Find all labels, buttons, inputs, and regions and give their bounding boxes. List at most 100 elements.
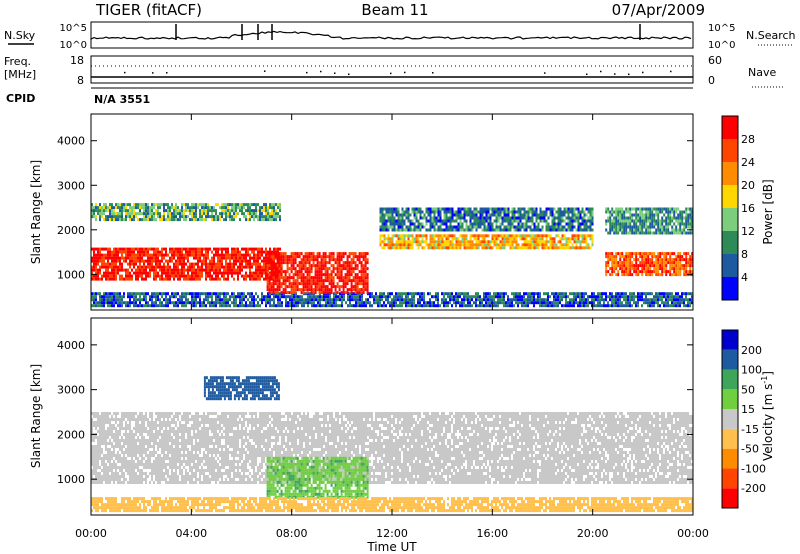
heatmap-cell	[621, 261, 624, 265]
heatmap-cell	[265, 304, 267, 308]
heatmap-cell	[211, 268, 213, 272]
heatmap-cell	[101, 206, 103, 210]
heatmap-cell	[459, 210, 462, 214]
heatmap-cell	[561, 213, 564, 217]
heatmap-cell	[165, 295, 167, 299]
heatmap-cell	[639, 252, 642, 256]
heatmap-cell	[137, 298, 139, 302]
heatmap-cell	[247, 253, 249, 257]
heatmap-cell	[437, 234, 440, 238]
heatmap-cell	[181, 256, 183, 260]
heatmap-cell	[272, 261, 275, 265]
heatmap-cell	[235, 271, 237, 275]
heatmap-cell	[649, 292, 651, 296]
heatmap-cell	[583, 225, 586, 229]
heatmap-cell	[553, 222, 556, 226]
heatmap-cell	[149, 268, 151, 272]
heatmap-cell	[457, 301, 459, 305]
heatmap-cell	[366, 288, 369, 292]
heatmap-cell	[155, 203, 157, 207]
heatmap-cell	[445, 210, 448, 214]
heatmap-cell	[537, 225, 540, 229]
heatmap-cell	[359, 301, 361, 305]
heatmap-cell	[627, 255, 630, 259]
heatmap-cell	[235, 268, 237, 272]
heatmap-cell	[159, 301, 161, 305]
heatmap-cell	[165, 301, 167, 305]
heatmap-cell	[685, 304, 687, 308]
heatmap-cell	[501, 301, 503, 305]
heatmap-cell	[298, 276, 301, 280]
heatmap-cell	[161, 271, 163, 275]
heatmap-cell	[691, 207, 694, 211]
heatmap-cell	[147, 256, 149, 260]
heatmap-cell	[517, 207, 520, 211]
heatmap-cell	[261, 301, 263, 305]
heatmap-cell	[647, 301, 649, 305]
heatmap-cell	[249, 274, 251, 278]
heatmap-cell	[625, 222, 628, 226]
heatmap-cell	[583, 219, 586, 223]
heatmap-cell	[469, 225, 472, 229]
heatmap-cell	[445, 240, 448, 244]
heatmap-cell	[613, 228, 616, 232]
heatmap-cell	[507, 207, 510, 211]
heatmap-cell	[358, 288, 361, 292]
heatmap-cell	[421, 292, 423, 296]
heatmap-cell	[669, 298, 671, 302]
heatmap-cell	[99, 218, 101, 222]
heatmap-cell	[109, 265, 111, 269]
heatmap-cell	[111, 215, 113, 219]
heatmap-cell	[201, 247, 203, 251]
heatmap-cell	[615, 225, 618, 229]
heatmap-cell	[501, 210, 504, 214]
heatmap-cell	[497, 295, 499, 299]
heatmap-cell	[223, 256, 225, 260]
heatmap-cell	[573, 304, 575, 308]
heatmap-cell	[497, 219, 500, 223]
heatmap-cell	[679, 228, 682, 232]
heatmap-cell	[407, 304, 409, 308]
heatmap-cell	[621, 228, 624, 232]
heatmap-cell	[423, 234, 426, 238]
heatmap-cell	[667, 252, 670, 256]
heatmap-cell	[131, 250, 133, 254]
heatmap-cell	[687, 301, 689, 305]
heatmap-cell	[312, 279, 315, 283]
heatmap-cell	[277, 301, 279, 305]
heatmap-cell	[323, 295, 325, 299]
heatmap-cell	[139, 295, 141, 299]
heatmap-cell	[505, 228, 508, 232]
heatmap-cell	[571, 216, 574, 220]
heatmap-cell	[113, 268, 115, 272]
heatmap-cell	[239, 271, 241, 275]
heatmap-cell	[245, 218, 247, 222]
heatmap-cell	[461, 228, 464, 232]
heatmap-cell	[257, 256, 259, 260]
heatmap-cell	[322, 261, 325, 265]
heatmap-cell	[559, 298, 561, 302]
heatmap-cell	[219, 277, 221, 281]
heatmap-cell	[679, 219, 682, 223]
heatmap-cell	[523, 228, 526, 232]
heatmap-cell	[565, 292, 567, 296]
heatmap-cell	[621, 273, 624, 277]
heatmap-cell	[429, 301, 431, 305]
heatmap-cell	[266, 270, 269, 274]
heatmap-cell	[585, 292, 587, 296]
heatmap-cell	[385, 207, 388, 211]
heatmap-cell	[479, 298, 481, 302]
heatmap-cell	[667, 222, 670, 226]
heatmap-cell	[99, 250, 101, 254]
heatmap-cell	[117, 250, 119, 254]
heatmap-cell	[127, 268, 129, 272]
heatmap-cell	[483, 216, 486, 220]
heatmap-cell	[427, 243, 430, 247]
heatmap-cell	[273, 304, 275, 308]
heatmap-cell	[613, 222, 616, 226]
heatmap-cell	[639, 207, 642, 211]
heatmap-cell	[153, 292, 155, 296]
heatmap-cell	[429, 207, 432, 211]
heatmap-cell	[302, 261, 305, 265]
heatmap-cell	[373, 298, 375, 302]
